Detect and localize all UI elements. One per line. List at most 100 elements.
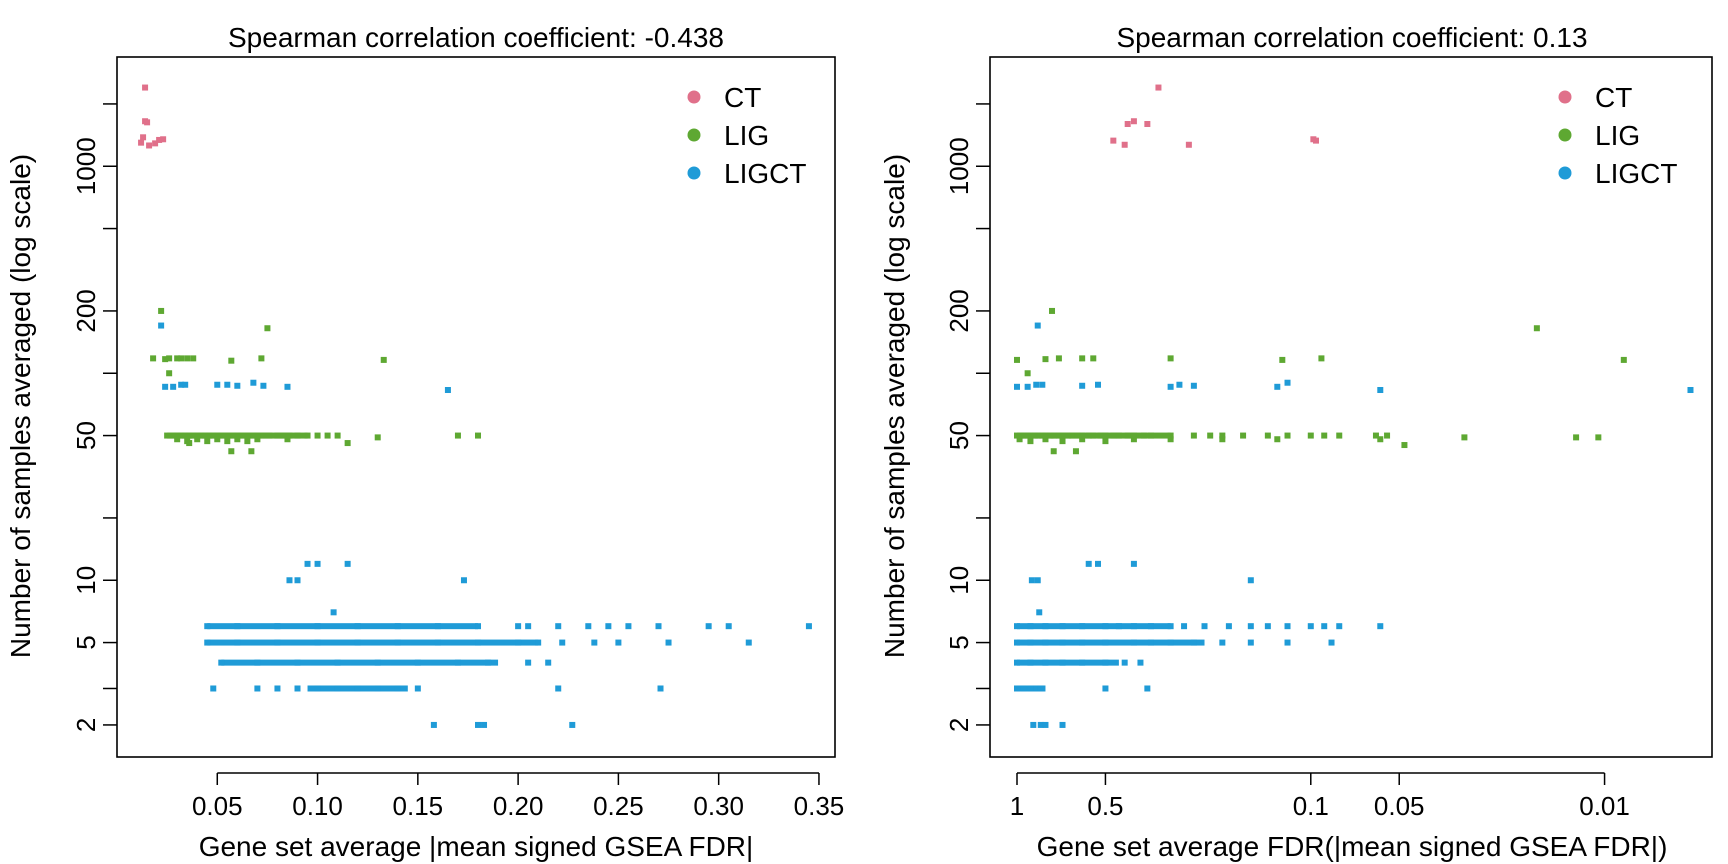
point-ligct	[1042, 639, 1049, 646]
point-band-ligct	[1017, 659, 1119, 666]
point-ligct	[1059, 659, 1066, 666]
point-ligct	[1102, 659, 1109, 666]
point-ligct	[1167, 623, 1174, 630]
point-lig	[454, 432, 461, 439]
point-ct	[1124, 121, 1131, 128]
point-lig	[1068, 432, 1075, 439]
point-ligct	[525, 659, 532, 666]
point-lig	[1115, 432, 1122, 439]
point-lig	[1321, 432, 1328, 439]
point-ligct	[705, 623, 712, 630]
point-ligct	[1039, 381, 1046, 388]
point-ligct	[1167, 383, 1174, 390]
point-ligct	[555, 623, 562, 630]
legend-marker-ct	[1558, 90, 1572, 104]
point-lig	[274, 432, 281, 439]
point-band-ligct	[1017, 639, 1205, 646]
point-lig	[166, 370, 173, 377]
point-ct	[146, 142, 153, 149]
point-ligct	[294, 659, 301, 666]
point-ct	[1110, 137, 1117, 144]
point-lig	[1016, 436, 1023, 443]
point-lig	[1307, 432, 1314, 439]
point-ligct	[334, 659, 341, 666]
point-lig	[1014, 356, 1020, 363]
point-ligct	[1121, 659, 1128, 666]
point-ligct	[525, 623, 532, 630]
legend-marker-ct	[687, 90, 701, 104]
point-lig	[1130, 432, 1137, 439]
right-y-axis-label: Number of samples averaged (log scale)	[879, 154, 910, 658]
point-ligct	[1014, 383, 1020, 390]
point-ligct	[214, 381, 221, 388]
point-ligct	[1284, 623, 1291, 630]
point-ligct	[1147, 623, 1154, 630]
point-lig	[1027, 438, 1034, 445]
point-ligct	[374, 685, 381, 692]
point-lig	[224, 432, 231, 439]
point-ligct	[394, 639, 401, 646]
point-lig	[1039, 432, 1046, 439]
point-ligct	[294, 577, 301, 584]
right-x-axis-label: Gene set average FDR(|mean signed GSEA F…	[1037, 831, 1668, 862]
point-lig	[1055, 355, 1062, 362]
point-ct	[1130, 118, 1137, 125]
left-y-axis-label: Number of samples averaged (log scale)	[5, 154, 36, 658]
point-lig	[254, 432, 261, 439]
point-ligct	[1336, 623, 1343, 630]
left-chart-title: Spearman correlation coefficient: -0.438	[228, 22, 724, 53]
point-lig	[1065, 432, 1072, 439]
x-tick-label: 0.10	[292, 791, 343, 821]
point-ligct	[460, 577, 467, 584]
point-lig	[214, 436, 221, 443]
point-ligct	[1377, 623, 1384, 630]
point-ligct	[304, 560, 311, 567]
point-lig	[258, 355, 265, 362]
legend-marker-ligct	[687, 166, 701, 180]
point-lig	[218, 432, 225, 439]
point-lig	[1336, 432, 1343, 439]
point-ligct	[182, 381, 189, 388]
point-lig	[1219, 436, 1226, 443]
point-ligct	[158, 322, 165, 329]
point-ligct	[204, 623, 211, 630]
point-lig	[1079, 432, 1086, 439]
point-ligct	[414, 685, 421, 692]
point-ligct	[1328, 639, 1335, 646]
point-lig	[380, 356, 387, 363]
point-ligct	[434, 623, 441, 630]
point-lig	[1384, 432, 1391, 439]
point-lig	[238, 432, 245, 439]
point-lig	[1207, 432, 1214, 439]
point-lig	[1167, 432, 1174, 439]
point-lig	[234, 436, 241, 443]
point-ligct	[1020, 685, 1027, 692]
point-ligct	[1042, 659, 1049, 666]
point-ligct	[254, 659, 261, 666]
y-tick-label: 50	[71, 421, 101, 450]
point-lig	[1240, 432, 1247, 439]
x-tick-label: 0.20	[493, 791, 544, 821]
point-band-ligct	[1017, 623, 1171, 630]
point-ligct	[1130, 639, 1137, 646]
point-lig	[475, 432, 482, 439]
plot-frame	[116, 56, 836, 758]
point-ligct	[545, 659, 552, 666]
point-lig	[314, 432, 321, 439]
y-tick-label: 50	[944, 421, 974, 450]
point-ligct	[1027, 659, 1034, 666]
point-ligct	[1079, 623, 1086, 630]
point-lig	[198, 432, 205, 439]
point-lig	[244, 432, 251, 439]
point-ligct	[330, 609, 337, 616]
point-lig	[174, 436, 181, 443]
point-lig	[254, 436, 261, 443]
point-lig	[1050, 448, 1057, 455]
point-ligct	[1014, 623, 1020, 630]
point-ligct	[294, 685, 301, 692]
point-ligct	[1284, 639, 1291, 646]
point-ligct	[234, 639, 241, 646]
point-ligct	[475, 639, 482, 646]
x-tick-label: 0.35	[794, 791, 845, 821]
point-ligct	[394, 685, 401, 692]
